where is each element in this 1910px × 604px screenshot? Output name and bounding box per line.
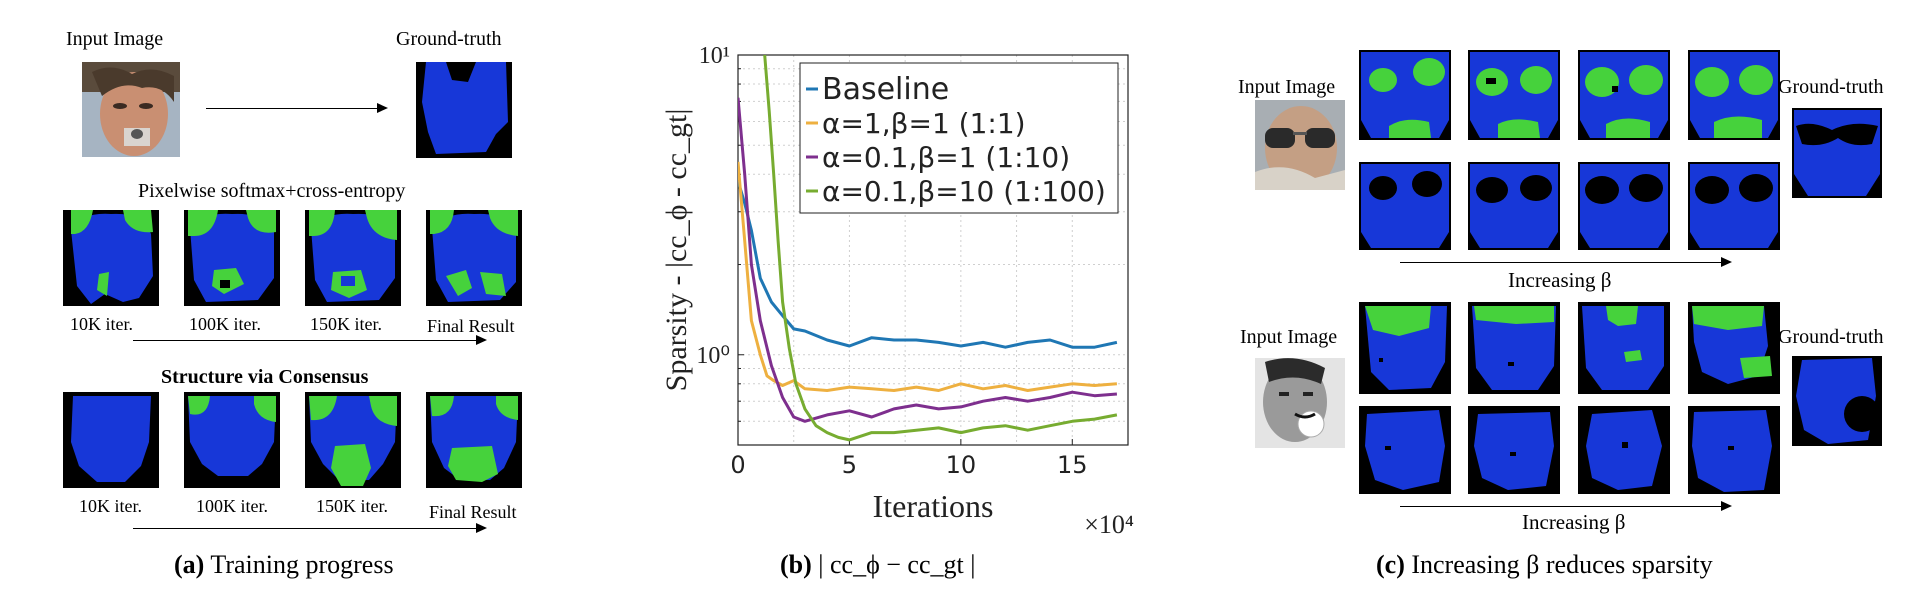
c-bot-r1-mask-3 <box>1578 302 1670 394</box>
x-tick-label: 10 <box>946 451 977 479</box>
c-arrow-top <box>1400 256 1732 267</box>
x-axis-label: Iterations <box>873 488 994 524</box>
plot-frame <box>737 54 1129 446</box>
c-gt-mask-top <box>1792 108 1882 198</box>
series-line-4 <box>763 55 1118 442</box>
caption-a: (a) Training progress <box>174 550 394 580</box>
row1-label-1: 10K iter. <box>70 314 133 334</box>
c-arrow-label-bottom: Increasing β <box>1522 510 1626 534</box>
caption-a-letter: (a) <box>174 550 205 579</box>
row2-title: Structure via Consensus <box>161 366 369 388</box>
input-face-photo <box>82 62 180 157</box>
row2-label-1: 10K iter. <box>79 496 142 516</box>
x-tick-label: 15 <box>1057 451 1088 479</box>
input-to-gt-arrow <box>206 102 388 113</box>
ground-truth-label: Ground-truth <box>396 28 502 50</box>
c-top-r1-mask-2 <box>1468 50 1560 140</box>
c-bot-r1-mask-1 <box>1359 302 1451 394</box>
caption-b: (b) | cc_ϕ − cc_gt | <box>780 550 975 580</box>
c-gt-label-bottom: Ground-truth <box>1778 326 1884 348</box>
caption-c: (c) Increasing β reduces sparsity <box>1376 550 1713 580</box>
row1-title: Pixelwise softmax+cross-entropy <box>138 180 406 202</box>
series-line-1 <box>738 180 1118 349</box>
c-gt-label-top: Ground-truth <box>1778 76 1884 98</box>
c-bot-r2-mask-4 <box>1688 406 1780 494</box>
x-tick-label: 5 <box>842 451 857 479</box>
sparsity-chart: 0 5 10 15 10⁰ 10¹ Iterations ×10⁴ Sparsity - |cc… <box>660 43 1134 539</box>
y-axis-label: Sparsity - |cc_ϕ - cc_gt| <box>660 109 693 392</box>
row2-label-2: 100K iter. <box>196 496 268 516</box>
input-image-label: Input Image <box>66 28 164 50</box>
y-tick-label: 10¹ <box>699 43 730 69</box>
row1-mask-3 <box>305 210 401 306</box>
row1-label-2: 100K iter. <box>189 314 261 334</box>
y-tick-label: 10⁰ <box>696 343 730 369</box>
row2-mask-2 <box>184 392 280 488</box>
c-top-r1-mask-3 <box>1578 50 1670 140</box>
caption-c-text: Increasing β reduces sparsity <box>1411 550 1713 579</box>
c-input-label-bottom: Input Image <box>1240 326 1338 348</box>
x-tick-label: 0 <box>730 451 745 479</box>
c-bot-r1-mask-2 <box>1468 302 1560 394</box>
row2-arrow <box>133 522 487 533</box>
c-bot-r2-mask-1 <box>1359 406 1451 494</box>
row2-mask-4 <box>426 392 522 488</box>
c-top-r2-mask-4 <box>1688 162 1780 250</box>
row1-mask-4 <box>426 210 522 306</box>
ground-truth-mask <box>416 62 512 158</box>
caption-c-letter: (c) <box>1376 550 1405 579</box>
legend-label-2: α=1,β=1 (1:1) <box>822 107 1026 140</box>
c-arrow-label-top: Increasing β <box>1508 268 1612 292</box>
c-bot-r1-mask-4 <box>1688 302 1780 394</box>
row1-arrow <box>133 334 487 345</box>
caption-b-letter: (b) <box>780 550 812 579</box>
c-top-r1-mask-1 <box>1359 50 1451 140</box>
c-input-photo-top <box>1255 100 1345 190</box>
series-line-3 <box>738 97 1118 423</box>
c-top-r2-mask-1 <box>1359 162 1451 250</box>
row2-label-4: Final Result <box>429 502 517 522</box>
row1-label-3: 150K iter. <box>310 314 382 334</box>
series-line-2 <box>738 161 1118 392</box>
legend-label-3: α=0.1,β=1 (1:10) <box>822 141 1070 174</box>
c-top-r2-mask-3 <box>1578 162 1670 250</box>
caption-b-text: | cc_ϕ − cc_gt | <box>818 550 976 579</box>
row2-mask-1 <box>63 392 159 488</box>
row2-mask-3 <box>305 392 401 488</box>
c-bot-r2-mask-3 <box>1578 406 1670 494</box>
caption-a-text: Training progress <box>210 550 394 579</box>
legend-label-4: α=0.1,β=10 (1:100) <box>822 175 1106 208</box>
c-top-r2-mask-2 <box>1468 162 1560 250</box>
x-multiplier-label: ×10⁴ <box>1084 510 1134 539</box>
row1-mask-2 <box>184 210 280 306</box>
c-top-r1-mask-4 <box>1688 50 1780 140</box>
c-bot-r2-mask-2 <box>1468 406 1560 494</box>
row1-label-4: Final Result <box>427 316 515 336</box>
c-arrow-bottom <box>1400 500 1732 511</box>
row2-label-3: 150K iter. <box>316 496 388 516</box>
c-input-label-top: Input Image <box>1238 76 1336 98</box>
c-input-photo-bottom <box>1255 358 1345 448</box>
legend-box <box>799 62 1119 214</box>
c-gt-mask-bottom <box>1792 356 1882 446</box>
row1-mask-1 <box>63 210 159 306</box>
legend-label-1: Baseline <box>822 72 949 107</box>
